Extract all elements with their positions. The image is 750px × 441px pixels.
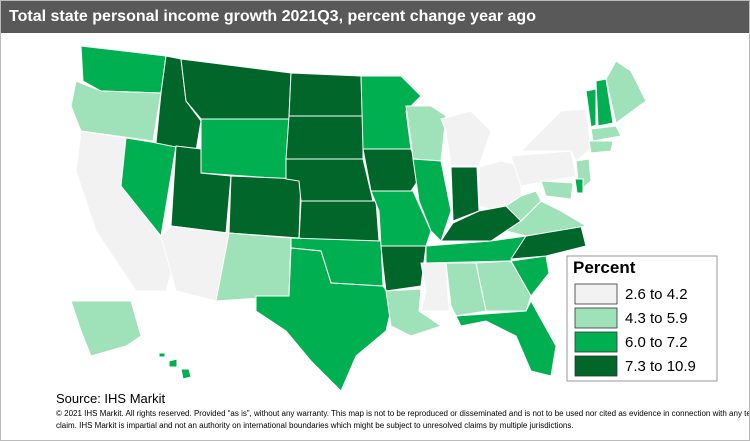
state [80, 45, 167, 94]
state [215, 232, 292, 302]
state [70, 300, 142, 357]
state [590, 125, 622, 142]
state [510, 225, 587, 260]
legend-title: Percent [573, 258, 636, 277]
state [505, 190, 542, 222]
state [405, 105, 447, 162]
state [585, 88, 597, 128]
state [510, 150, 577, 187]
state [70, 80, 162, 142]
legend-swatch [574, 355, 618, 377]
state [445, 262, 487, 317]
state [455, 299, 557, 377]
state [160, 225, 230, 302]
title: Total state personal income growth 2021Q… [9, 8, 536, 25]
state [510, 255, 550, 297]
legend-swatch [574, 307, 618, 329]
legend-label: 4.3 to 5.9 [625, 310, 688, 327]
state [440, 110, 492, 167]
state [168, 358, 178, 368]
state [595, 78, 614, 127]
state [588, 140, 614, 154]
state [285, 115, 364, 160]
state [228, 175, 302, 239]
notice-line: © 2021 IHS Markit. All rights reserved. … [56, 409, 750, 418]
notice-line: claim. IHS Markit is impartial and not a… [56, 421, 574, 430]
legend-swatch [574, 331, 618, 353]
state [574, 178, 584, 194]
state [288, 72, 364, 117]
state [200, 118, 290, 180]
title-bar [1, 1, 749, 33]
state [255, 247, 394, 392]
state [158, 352, 166, 358]
state [180, 58, 292, 120]
state [420, 262, 450, 312]
legend-label: 2.6 to 4.2 [625, 286, 688, 303]
legend-swatch [574, 283, 618, 305]
state [475, 260, 532, 312]
source: Source: IHS Markit [56, 391, 166, 406]
legend-label: 6.0 to 7.2 [625, 334, 688, 351]
state [380, 245, 427, 292]
state [385, 288, 443, 337]
state [180, 368, 192, 380]
state [298, 200, 380, 242]
state [540, 180, 574, 200]
legend-label: 7.3 to 10.9 [625, 358, 696, 375]
state [605, 60, 647, 124]
